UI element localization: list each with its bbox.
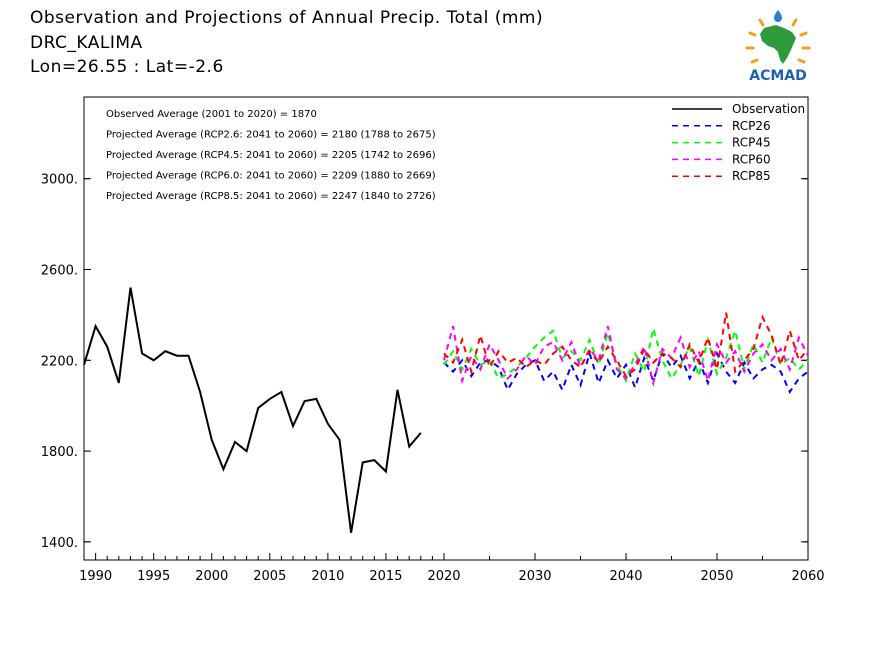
legend-label: RCP60 <box>732 152 771 166</box>
y-tick-label: 2200. <box>41 354 78 369</box>
x-tick-label: 2030 <box>518 569 551 584</box>
x-tick-label: 2060 <box>791 569 824 584</box>
logo-text: ACMAD <box>749 68 807 84</box>
chart-subtitle-location: DRC_KALIMA <box>30 33 143 53</box>
legend-label: Observation <box>732 102 805 116</box>
legend-label: RCP85 <box>732 169 771 183</box>
y-tick-label: 1800. <box>41 445 78 460</box>
series-line-rcp26 <box>443 349 809 395</box>
annotation-text: Projected Average (RCP8.5: 2041 to 2060)… <box>106 191 436 202</box>
annotation-block: Observed Average (2001 to 2020) = 1870 Pr… <box>106 109 436 202</box>
raindrop-icon <box>774 10 782 22</box>
x-tick-label: 2040 <box>609 569 642 584</box>
x-tick-label: 2020 <box>427 569 460 584</box>
x-tick-label: 2015 <box>369 569 402 584</box>
chart-subtitle-coordinates: Lon=26.55 : Lat=-2.6 <box>30 57 224 77</box>
series-line-rcp85 <box>443 312 809 378</box>
plot-frame <box>83 96 809 561</box>
series-lines <box>83 287 809 533</box>
x-axis: 1990 1995 2000 2005 2010 2015 2020 2030 2040 2050… <box>79 553 825 584</box>
africa-map-sun-logo: ACMAD <box>745 10 811 84</box>
legend-label: RCP45 <box>732 136 771 150</box>
x-tick-label: 2005 <box>253 569 286 584</box>
y-axis: 1400. 1800. 2200. 2600. 3000. <box>41 173 808 551</box>
chart-title: Observation and Projections of Annual Pr… <box>30 8 544 28</box>
legend: Observation RCP26 RCP45 RCP60 RCP85 <box>672 102 805 183</box>
series-line-rcp60 <box>443 325 809 387</box>
annotation-text: Projected Average (RCP2.6: 2041 to 2060)… <box>106 130 436 141</box>
legend-label: RCP26 <box>732 119 771 133</box>
x-tick-label: 2000 <box>195 569 228 584</box>
x-tick-label: 1995 <box>137 569 170 584</box>
africa-shape-icon <box>760 25 796 64</box>
y-tick-label: 3000. <box>41 173 78 188</box>
y-tick-label: 2600. <box>41 263 78 278</box>
y-tick-label: 1400. <box>41 536 78 551</box>
series-line-rcp45 <box>443 327 809 384</box>
x-tick-label: 2010 <box>311 569 344 584</box>
series-line-observation <box>83 287 422 533</box>
x-tick-label: 1990 <box>79 569 112 584</box>
annotation-text: Projected Average (RCP6.0: 2041 to 2060)… <box>106 171 436 182</box>
x-tick-label: 2050 <box>700 569 733 584</box>
annotation-text: Projected Average (RCP4.5: 2041 to 2060)… <box>106 150 436 161</box>
annotation-text: Observed Average (2001 to 2020) = 1870 <box>106 109 317 120</box>
